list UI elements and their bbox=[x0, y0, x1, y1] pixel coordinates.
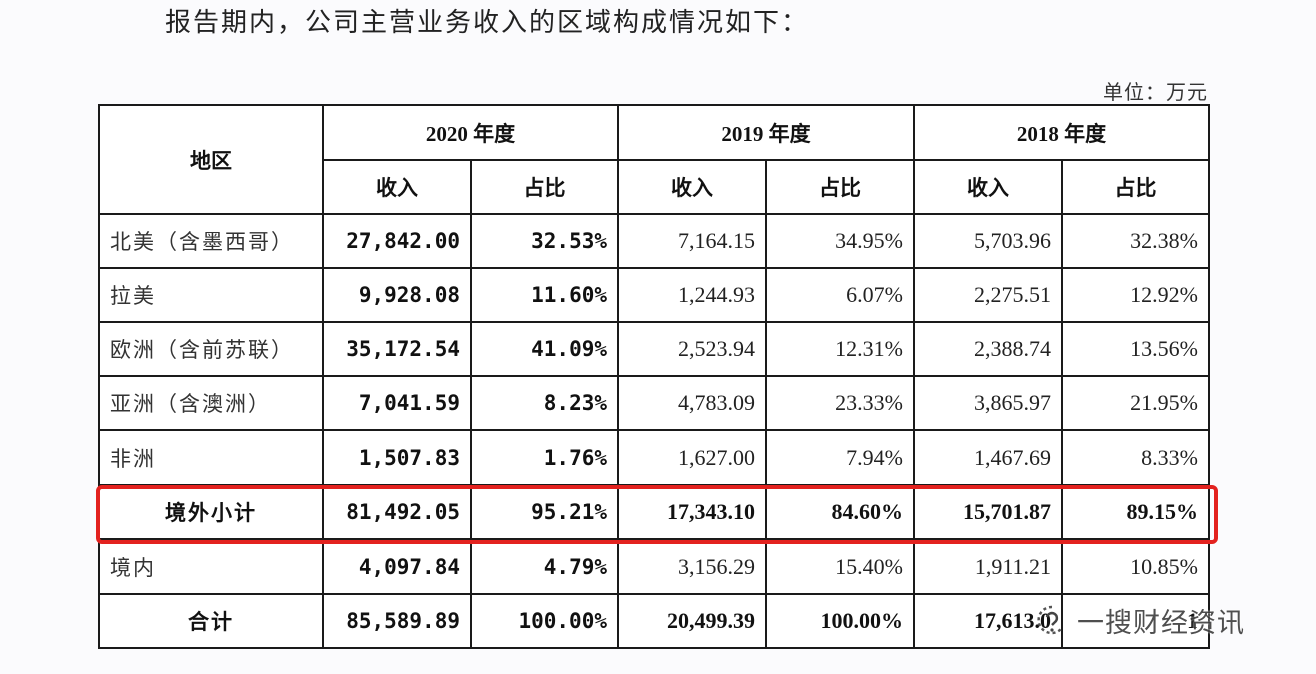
share-header-2020: 占比 bbox=[470, 159, 619, 215]
revenue-2020-cell: 35,172.54 bbox=[322, 321, 472, 377]
revenue-2019-cell: 1,244.93 bbox=[617, 267, 767, 323]
table-row-europe: 欧洲（含前苏联） 35,172.54 41.09% 2,523.94 12.31… bbox=[98, 321, 1210, 377]
revenue-2019-cell: 7,164.15 bbox=[617, 213, 767, 269]
region-cell: 合计 bbox=[98, 593, 324, 649]
intro-paragraph: 报告期内，公司主营业务收入的区域构成情况如下： bbox=[165, 8, 810, 38]
revenue-2018-cell: 15,701.87 bbox=[913, 484, 1063, 540]
table-row-total: 合计 85,589.89 100.00% 20,499.39 100.00% 1… bbox=[98, 593, 1210, 649]
revenue-2019-cell: 3,156.29 bbox=[617, 538, 767, 595]
revenue-2018-cell: 2,275.51 bbox=[913, 267, 1063, 323]
year-header-2018: 2018 年度 bbox=[913, 104, 1210, 161]
share-2018-cell: 89.15% bbox=[1061, 484, 1210, 540]
share-2019-cell: 12.31% bbox=[765, 321, 915, 377]
region-cell: 境内 bbox=[98, 538, 324, 595]
share-2020-cell: 95.21% bbox=[470, 484, 619, 540]
revenue-2020-cell: 27,842.00 bbox=[322, 213, 472, 269]
year-header-2019: 2019 年度 bbox=[617, 104, 915, 161]
regional-revenue-table: 地区 2020 年度 2019 年度 2018 年度 收入 占比 收入 占比 收… bbox=[98, 104, 1210, 649]
revenue-2019-cell: 4,783.09 bbox=[617, 375, 767, 431]
revenue-2020-cell: 85,589.89 bbox=[322, 593, 472, 649]
revenue-2020-cell: 81,492.05 bbox=[322, 484, 472, 540]
share-2020-cell: 8.23% bbox=[470, 375, 619, 431]
share-2020-cell: 100.00% bbox=[470, 593, 619, 649]
share-2019-cell: 6.07% bbox=[765, 267, 915, 323]
table-row-domestic: 境内 4,097.84 4.79% 3,156.29 15.40% 1,911.… bbox=[98, 538, 1210, 595]
share-header-2019: 占比 bbox=[765, 159, 915, 215]
share-2019-cell: 84.60% bbox=[765, 484, 915, 540]
share-2019-cell: 100.00% bbox=[765, 593, 915, 649]
region-cell: 亚洲（含澳洲） bbox=[98, 375, 324, 431]
revenue-2019-cell: 1,627.00 bbox=[617, 429, 767, 486]
share-2019-cell: 15.40% bbox=[765, 538, 915, 595]
revenue-2019-cell: 17,343.10 bbox=[617, 484, 767, 540]
share-2018-cell: 13.56% bbox=[1061, 321, 1210, 377]
revenue-2018-cell: 17,613.0 bbox=[913, 593, 1063, 649]
share-2020-cell: 41.09% bbox=[470, 321, 619, 377]
revenue-2018-cell: 1,467.69 bbox=[913, 429, 1063, 486]
share-header-2018: 占比 bbox=[1061, 159, 1210, 215]
revenue-2020-cell: 1,507.83 bbox=[322, 429, 472, 486]
unit-label: 单位：万元 bbox=[1103, 80, 1208, 104]
table-row-overseas-subtotal: 境外小计 81,492.05 95.21% 17,343.10 84.60% 1… bbox=[98, 484, 1210, 540]
region-cell: 拉美 bbox=[98, 267, 324, 323]
revenue-2018-cell: 2,388.74 bbox=[913, 321, 1063, 377]
revenue-header-2019: 收入 bbox=[617, 159, 767, 215]
revenue-header-2020: 收入 bbox=[322, 159, 472, 215]
share-2020-cell: 4.79% bbox=[470, 538, 619, 595]
revenue-2019-cell: 2,523.94 bbox=[617, 321, 767, 377]
share-2019-cell: 7.94% bbox=[765, 429, 915, 486]
revenue-2018-cell: 5,703.96 bbox=[913, 213, 1063, 269]
revenue-2018-cell: 1,911.21 bbox=[913, 538, 1063, 595]
region-cell: 北美（含墨西哥） bbox=[98, 213, 324, 269]
revenue-2020-cell: 4,097.84 bbox=[322, 538, 472, 595]
region-cell: 欧洲（含前苏联） bbox=[98, 321, 324, 377]
share-2019-cell: 23.33% bbox=[765, 375, 915, 431]
table-row-asia: 亚洲（含澳洲） 7,041.59 8.23% 4,783.09 23.33% 3… bbox=[98, 375, 1210, 431]
region-cell: 境外小计 bbox=[98, 484, 324, 540]
year-header-2020: 2020 年度 bbox=[322, 104, 619, 161]
share-2020-cell: 32.53% bbox=[470, 213, 619, 269]
revenue-header-2018: 收入 bbox=[913, 159, 1063, 215]
revenue-2019-cell: 20,499.39 bbox=[617, 593, 767, 649]
share-2018-cell: 32.38% bbox=[1061, 213, 1210, 269]
region-header: 地区 bbox=[98, 104, 324, 215]
share-2019-cell: 34.95% bbox=[765, 213, 915, 269]
share-2018-cell: 21.95% bbox=[1061, 375, 1210, 431]
share-2020-cell: 1.76% bbox=[470, 429, 619, 486]
share-2020-cell: 11.60% bbox=[470, 267, 619, 323]
table-row-africa: 非洲 1,507.83 1.76% 1,627.00 7.94% 1,467.6… bbox=[98, 429, 1210, 486]
region-cell: 非洲 bbox=[98, 429, 324, 486]
table-row-north-america: 北美（含墨西哥） 27,842.00 32.53% 7,164.15 34.95… bbox=[98, 213, 1210, 269]
revenue-2020-cell: 9,928.08 bbox=[322, 267, 472, 323]
table-row-latin-america: 拉美 9,928.08 11.60% 1,244.93 6.07% 2,275.… bbox=[98, 267, 1210, 323]
revenue-2020-cell: 7,041.59 bbox=[322, 375, 472, 431]
share-2018-cell: 10.85% bbox=[1061, 538, 1210, 595]
share-2018-cell: 12.92% bbox=[1061, 267, 1210, 323]
revenue-2018-cell: 3,865.97 bbox=[913, 375, 1063, 431]
share-2018-cell: 1 bbox=[1061, 593, 1210, 649]
share-2018-cell: 8.33% bbox=[1061, 429, 1210, 486]
